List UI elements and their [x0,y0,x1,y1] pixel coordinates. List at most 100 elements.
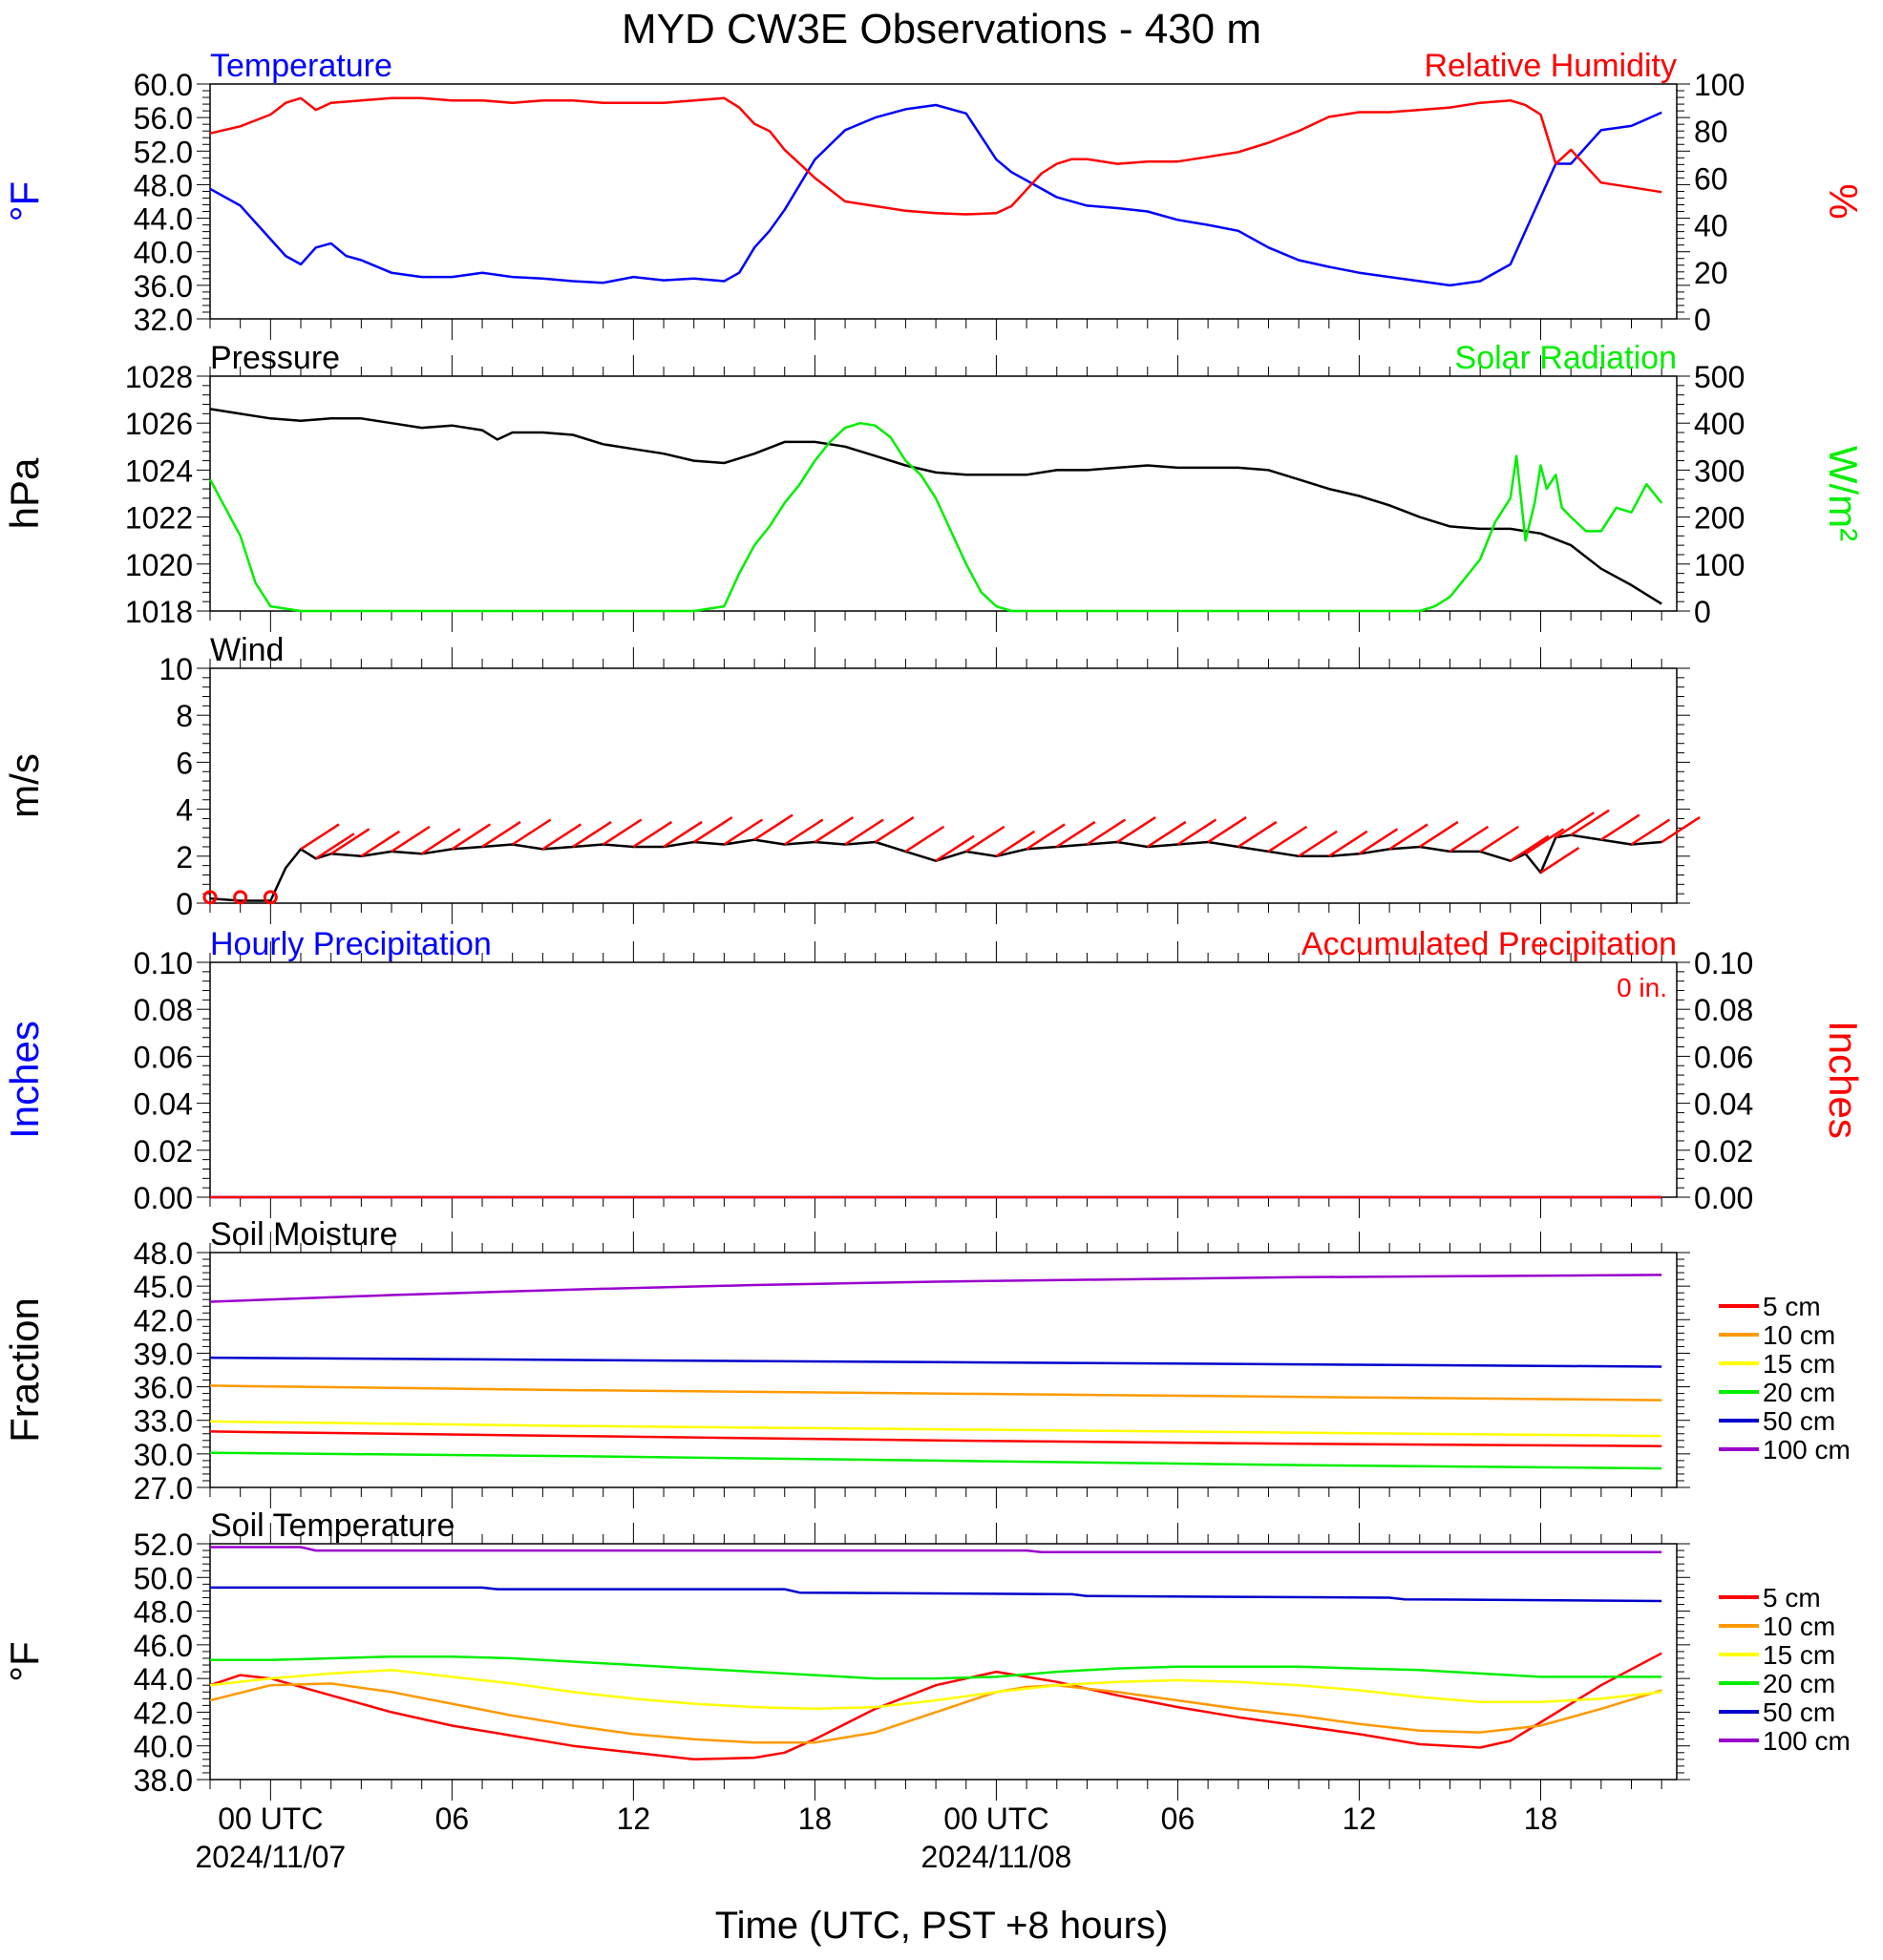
wind-barb [1539,846,1580,875]
wind-barb [1056,820,1096,849]
legend-label: 50 cm [1763,1406,1835,1436]
legend-label: 10 cm [1763,1612,1835,1641]
wind-barb [1116,815,1156,844]
panel-precip: 0.00 0.02 0.04 0.06 0.08 0.10 0.00 0.02 0.04 0.06… [2,926,1866,1218]
x-axis-title: Time (UTC, PST +8 hours) [715,1905,1169,1947]
legend-label: 15 cm [1763,1349,1835,1379]
y-tick-label-left: 0.08 [134,993,193,1027]
y-tick-label-left: 46.0 [134,1629,193,1663]
series-line-100-cm [209,1274,1662,1303]
wind-barb [451,823,492,851]
y-label-right: Inches [1821,1021,1866,1139]
wind-barb [1570,809,1610,836]
y-tick-label-left: 2 [176,840,193,875]
series-line-solar-radiation [208,421,1663,613]
x-tick-label: 12 [1343,1802,1377,1836]
x-tick-label: 00 UTC [218,1802,323,1836]
wind-barb [1630,818,1671,846]
y-label-right: % [1821,183,1866,219]
y-tick-label-left: 1028 [125,360,193,394]
y-tick-label-left: 0.00 [134,1181,193,1215]
y-tick-label-right: 0.02 [1694,1134,1753,1169]
y-tick-label-left: 0.02 [134,1134,193,1169]
x-tick-label: 12 [617,1802,651,1836]
series-line-relative-humidity [209,96,1662,216]
series-line-15-cm [209,1420,1662,1438]
wind-barb [844,818,884,846]
wind-barb [1298,830,1338,857]
series-line-5-cm [209,1430,1662,1447]
panel-title-left: Hourly Precipitation [210,926,492,962]
plot-frame [209,667,1678,904]
y-tick-label-left: 10 [159,652,193,686]
y-tick-label-left: 42.0 [134,1303,193,1338]
y-tick-label-left: 44.0 [134,1662,193,1697]
y-tick-label-right: 0 [1694,595,1711,629]
y-tick-label-left: 4 [176,793,193,828]
y-tick-label-left: 52.0 [134,135,193,169]
panels-group: 32.036.040.044.048.052.056.060.002040608… [2,48,1866,1801]
wind-barb [360,830,401,857]
legend-label: 100 cm [1763,1726,1851,1756]
y-label-left: °F [2,1641,47,1681]
panel-wind: 0 2 4 6 8 10 Wind m/s [2,632,1701,924]
y-tick-label-right: 0.00 [1694,1181,1753,1215]
legend-label: 10 cm [1763,1320,1835,1350]
wind-barb [541,823,582,851]
x-axis-group: 00 UTC 2024/11/07 06 12 18 00 UTC 2024/11/08 06… [195,1802,1557,1874]
y-tick-label-left: 45.0 [134,1270,193,1304]
wind-barb [935,834,975,862]
y-tick-label-right: 0.08 [1694,993,1753,1027]
y-tick-label-right: 0.10 [1694,946,1753,980]
y-label-left: °F [2,181,47,221]
y-tick-label-left: 1024 [125,453,193,488]
wind-barb [753,813,793,841]
y-tick-label-right: 0.06 [1694,1040,1753,1074]
panel-title-right: Accumulated Precipitation [1301,926,1677,962]
y-tick-label-left: 6 [176,746,193,780]
plot-frame [209,375,1678,612]
wind-barb [723,818,764,846]
plot-frame [209,1543,1678,1781]
legend-label: 20 cm [1763,1378,1835,1407]
x-tick-label: 06 [1161,1802,1195,1836]
y-tick-label-right: 100 [1694,68,1745,102]
y-tick-label-left: 0 [176,887,193,921]
y-tick-label-right: 0 [1694,303,1711,337]
wind-barb [1479,825,1519,853]
y-tick-label-left: 56.0 [134,101,193,136]
y-tick-label-left: 30.0 [134,1438,193,1472]
y-tick-label-right: 200 [1694,501,1745,536]
y-tick-label-right: 80 [1694,115,1728,149]
series-line-temperature [209,103,1662,287]
wind-barb [632,820,673,849]
panel-title-right: Solar Radiation [1455,340,1677,376]
wind-barb [1026,823,1066,851]
y-tick-label-left: 1022 [125,501,193,536]
wind-barb [315,832,355,860]
page-title: MYD CW3E Observations - 430 m [622,6,1261,53]
wind-barb [995,830,1036,857]
x-date-label: 2024/11/08 [921,1840,1072,1874]
y-label-left: m/s [2,753,47,818]
y-label-right: W/m² [1821,446,1866,541]
y-tick-label-left: 52.0 [134,1528,193,1562]
y-tick-label-left: 27.0 [134,1471,193,1506]
wind-barb [904,825,945,853]
wind-barb [875,815,915,844]
wind-barb [965,825,1005,853]
y-tick-label-left: 42.0 [134,1696,193,1730]
wind-barb [300,823,340,851]
x-tick-label: 06 [435,1802,470,1836]
wind-barb [1147,820,1187,849]
wind-barb [329,828,370,855]
y-tick-label-left: 38.0 [134,1763,193,1798]
series-line-100-cm [210,1546,1662,1554]
wind-barb [814,815,855,844]
series-line-5-cm [209,1652,1662,1761]
wind-barb [1267,825,1308,853]
y-tick-label-left: 1020 [125,548,193,582]
calm-wind-circle [263,890,278,905]
wind-barb [1086,818,1127,846]
legend-label: 50 cm [1763,1697,1835,1727]
